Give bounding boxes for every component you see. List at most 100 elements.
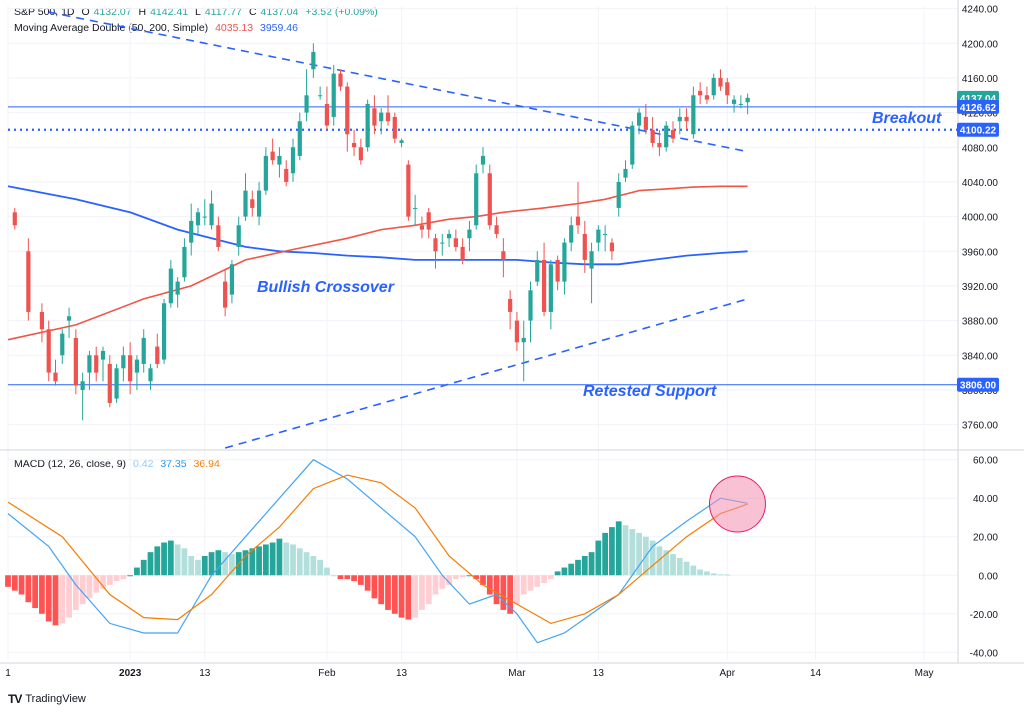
- macd-histogram-bar: [595, 540, 602, 576]
- candle-body: [643, 116, 648, 130]
- candle-body: [372, 108, 377, 126]
- macd-histogram-bar: [690, 565, 697, 576]
- time-tick-label: Feb: [318, 668, 336, 679]
- candle-body: [406, 164, 411, 217]
- dotted-level-tag: 4100.22: [960, 126, 997, 137]
- macd-histogram-bar: [32, 575, 39, 608]
- macd-histogram-bar: [486, 575, 493, 595]
- macd-histogram-bar: [473, 575, 480, 580]
- time-tick-label: Apr: [720, 668, 736, 679]
- macd-histogram-bar: [147, 552, 154, 576]
- price-tick-label: 3960.00: [962, 247, 999, 258]
- macd-histogram-bar: [425, 575, 432, 605]
- candle-body: [114, 368, 119, 399]
- macd-histogram-bar: [93, 575, 100, 593]
- candle-body: [26, 251, 31, 312]
- candle-body: [141, 337, 146, 364]
- candle-body: [243, 190, 248, 217]
- candle-body: [738, 103, 743, 105]
- macd-histogram-bar: [364, 575, 371, 591]
- macd-histogram-bar: [615, 521, 622, 576]
- macd-histogram-bar: [398, 575, 405, 618]
- candle-body: [548, 264, 553, 312]
- support-tag-bg: [957, 377, 999, 392]
- macd-label: MACD (12, 26, close, 9): [14, 458, 127, 470]
- candle-body: [413, 207, 418, 209]
- candle-body: [426, 212, 431, 230]
- ma50-line: [7, 185, 748, 341]
- macd-histogram-bar: [66, 575, 72, 618]
- candle-body: [100, 350, 106, 360]
- trendline: [224, 298, 748, 449]
- macd-histogram-bar: [480, 575, 486, 585]
- macd-histogram-bar: [724, 574, 731, 576]
- time-tick-label: 13: [199, 668, 211, 679]
- macd-histogram-bar: [459, 575, 466, 578]
- macd-histogram-bar: [439, 575, 446, 589]
- macd-histogram-bar: [181, 548, 188, 576]
- last-price-tag: 4137.04: [960, 94, 997, 105]
- time-tick-label: Mar: [508, 668, 526, 679]
- macd-tick-label: 0.00: [979, 571, 999, 582]
- candle-body: [603, 233, 608, 235]
- macd-histogram-bar: [296, 548, 303, 576]
- macd-histogram-bar: [466, 575, 473, 577]
- candle-body: [270, 151, 275, 161]
- macd-histogram-bar: [602, 532, 609, 576]
- candle-body: [514, 320, 520, 343]
- macd-histogram-bar: [229, 554, 235, 576]
- candle-body: [236, 225, 241, 247]
- candle-body: [66, 316, 72, 321]
- macd-tick-label: -40.00: [970, 648, 999, 659]
- price-tick-label: 4040.00: [962, 178, 999, 189]
- candle-body: [684, 116, 689, 122]
- macd-histogram-bar: [106, 575, 113, 585]
- candle-body: [351, 142, 357, 148]
- macd-histogram-bar: [337, 575, 344, 580]
- candle-body: [80, 381, 85, 390]
- macd-histogram-bar: [412, 575, 419, 618]
- candle-body: [453, 238, 458, 247]
- candle-body: [467, 229, 472, 239]
- macd-histogram-bar: [276, 538, 283, 576]
- macd-histogram-bar: [432, 575, 439, 595]
- candle-body: [589, 251, 594, 269]
- macd-histogram-bar: [636, 532, 642, 576]
- candle-body: [711, 77, 716, 96]
- price-tick-label: 3880.00: [962, 317, 999, 328]
- annotation-breakout: Breakout: [872, 110, 942, 127]
- candle-body: [345, 86, 350, 135]
- macd-histogram-bar: [554, 571, 561, 576]
- candle-body: [94, 355, 99, 373]
- candle-body: [664, 125, 669, 148]
- macd-histogram-bar: [622, 525, 629, 576]
- tradingview-logo-icon: TV: [8, 692, 22, 706]
- candle-body: [731, 99, 737, 104]
- price-tick-label: 4240.00: [962, 5, 999, 16]
- macd-histogram-bar: [527, 575, 534, 591]
- candle-body: [460, 246, 465, 260]
- candle-body: [555, 259, 560, 282]
- macd-histogram-bar: [167, 540, 174, 576]
- macd-signal-value: 36.94: [193, 458, 220, 470]
- macd-histogram-bar: [283, 542, 290, 576]
- time-tick-label: 13: [396, 668, 408, 679]
- price-tick-label: 4120.00: [962, 109, 999, 120]
- candle-body: [304, 95, 309, 113]
- candle-body: [318, 95, 323, 97]
- candle-body: [202, 216, 207, 218]
- candle-body: [677, 116, 682, 122]
- macd-histogram-bar: [446, 575, 452, 585]
- macd-histogram-bar: [676, 557, 683, 576]
- macd-histogram-bar: [5, 575, 11, 587]
- macd-histogram-bar: [208, 552, 215, 576]
- macd-histogram-bar: [534, 575, 541, 587]
- candle-body: [725, 82, 730, 96]
- candle-body: [263, 155, 268, 191]
- macd-histogram-bar: [222, 552, 229, 576]
- macd-tick-label: 20.00: [973, 533, 998, 544]
- candle-body: [331, 73, 336, 117]
- candle-body: [575, 216, 581, 226]
- time-tick-label: 14: [810, 668, 822, 679]
